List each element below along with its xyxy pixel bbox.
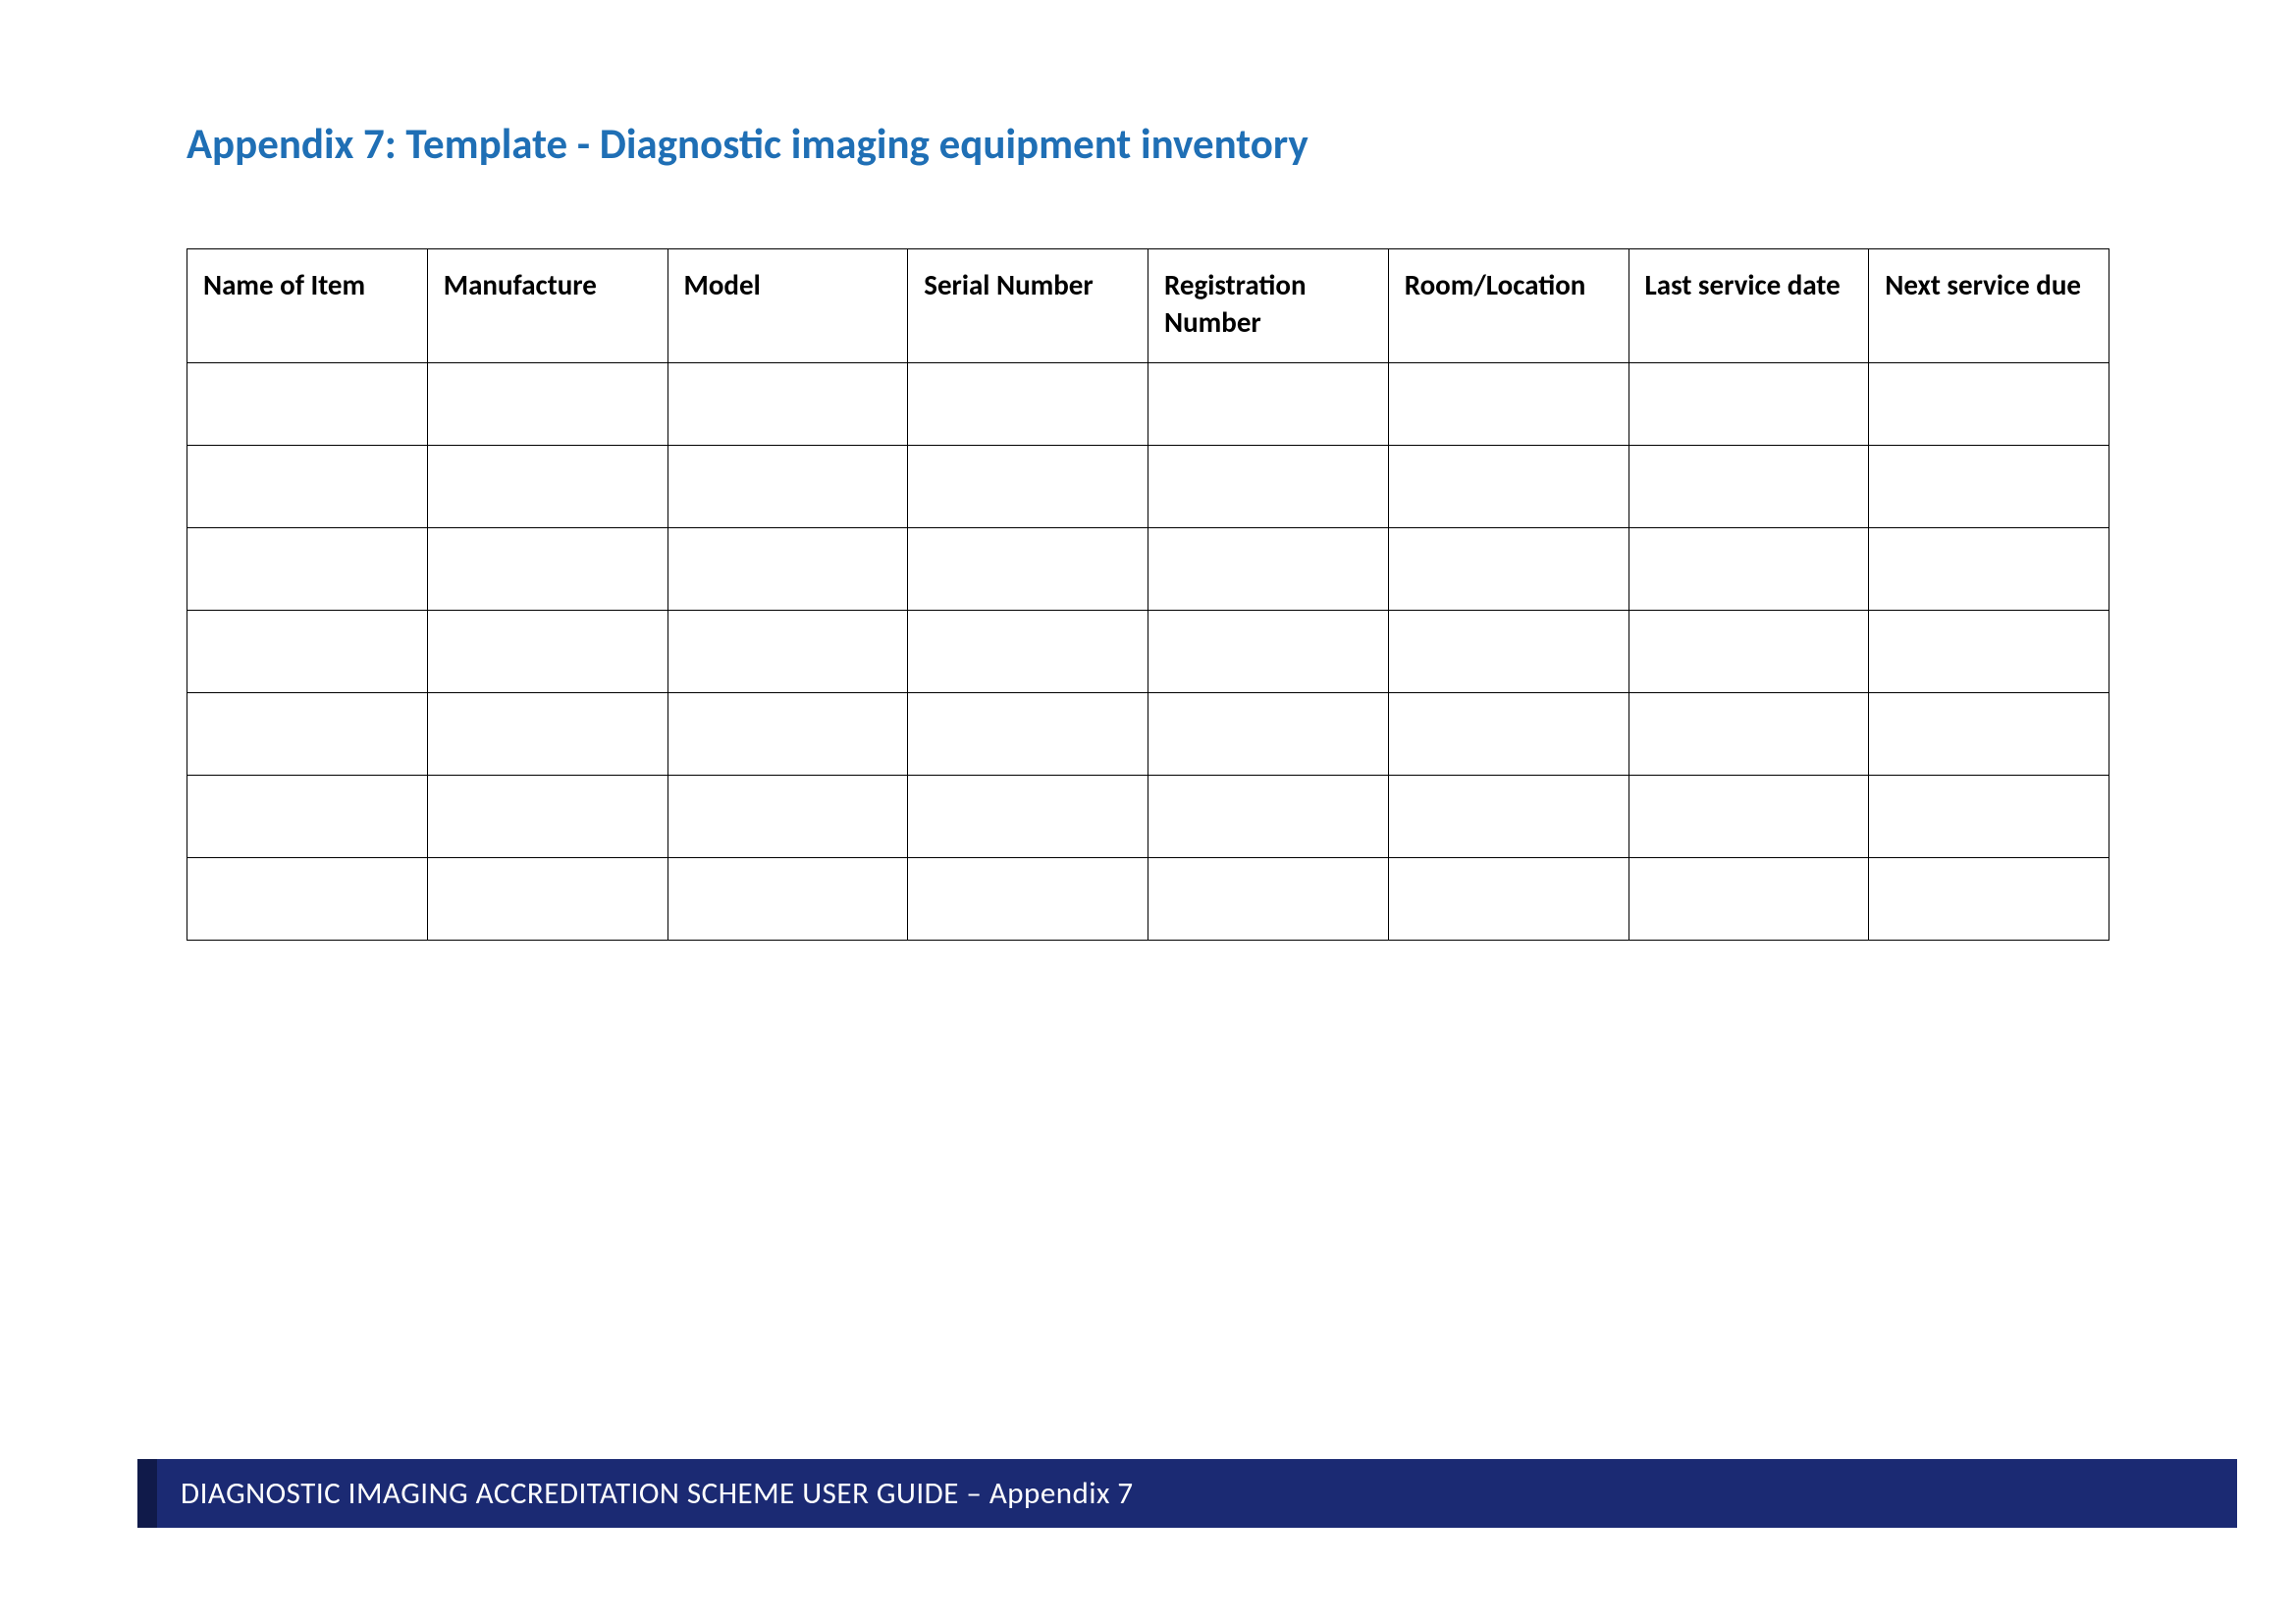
cell	[667, 528, 908, 611]
cell	[427, 528, 667, 611]
cell	[1388, 858, 1629, 941]
cell	[1148, 611, 1389, 693]
table-row	[187, 693, 2109, 776]
cell	[1629, 363, 1869, 446]
col-header-next-service-due: Next service due	[1869, 249, 2109, 363]
cell	[1629, 528, 1869, 611]
cell	[1629, 858, 1869, 941]
cell	[1869, 611, 2109, 693]
cell	[667, 611, 908, 693]
cell	[187, 528, 428, 611]
document-page: Appendix 7: Template - Diagnostic imagin…	[0, 0, 2296, 1624]
cell	[667, 363, 908, 446]
cell	[908, 363, 1148, 446]
cell	[1869, 776, 2109, 858]
table-row	[187, 776, 2109, 858]
cell	[667, 446, 908, 528]
cell	[1869, 528, 2109, 611]
page-title: Appendix 7: Template - Diagnostic imagin…	[187, 118, 2109, 170]
cell	[908, 528, 1148, 611]
cell	[1388, 446, 1629, 528]
col-header-registration-number: Registration Number	[1148, 249, 1389, 363]
cell	[667, 693, 908, 776]
footer-accent	[137, 1459, 157, 1528]
cell	[427, 611, 667, 693]
cell	[1869, 693, 2109, 776]
cell	[908, 693, 1148, 776]
footer-bar: DIAGNOSTIC IMAGING ACCREDITATION SCHEME …	[137, 1459, 2237, 1528]
cell	[908, 446, 1148, 528]
cell	[1148, 363, 1389, 446]
col-header-model: Model	[667, 249, 908, 363]
cell	[1869, 363, 2109, 446]
cell	[908, 776, 1148, 858]
col-header-manufacture: Manufacture	[427, 249, 667, 363]
table-body	[187, 363, 2109, 941]
table-row	[187, 363, 2109, 446]
cell	[1148, 528, 1389, 611]
cell	[1148, 858, 1389, 941]
cell	[1629, 611, 1869, 693]
cell	[1629, 776, 1869, 858]
cell	[1388, 363, 1629, 446]
cell	[187, 611, 428, 693]
cell	[1388, 528, 1629, 611]
table-row	[187, 858, 2109, 941]
cell	[1148, 776, 1389, 858]
cell	[427, 693, 667, 776]
cell	[187, 858, 428, 941]
col-header-name-of-item: Name of Item	[187, 249, 428, 363]
footer-text: DIAGNOSTIC IMAGING ACCREDITATION SCHEME …	[181, 1475, 1134, 1512]
cell	[1148, 693, 1389, 776]
cell	[667, 776, 908, 858]
col-header-room-location: Room/Location	[1388, 249, 1629, 363]
cell	[1388, 776, 1629, 858]
cell	[1869, 858, 2109, 941]
cell	[667, 858, 908, 941]
cell	[1629, 446, 1869, 528]
cell	[427, 776, 667, 858]
cell	[187, 693, 428, 776]
cell	[187, 363, 428, 446]
cell	[1869, 446, 2109, 528]
cell	[908, 611, 1148, 693]
table-row	[187, 446, 2109, 528]
table-row	[187, 611, 2109, 693]
cell	[1388, 611, 1629, 693]
col-header-serial-number: Serial Number	[908, 249, 1148, 363]
cell	[1148, 446, 1389, 528]
cell	[908, 858, 1148, 941]
cell	[1629, 693, 1869, 776]
cell	[187, 776, 428, 858]
cell	[1388, 693, 1629, 776]
inventory-table: Name of Item Manufacture Model Serial Nu…	[187, 248, 2109, 941]
cell	[427, 858, 667, 941]
cell	[427, 363, 667, 446]
cell	[427, 446, 667, 528]
cell	[187, 446, 428, 528]
table-row	[187, 528, 2109, 611]
table-header-row: Name of Item Manufacture Model Serial Nu…	[187, 249, 2109, 363]
col-header-last-service-date: Last service date	[1629, 249, 1869, 363]
